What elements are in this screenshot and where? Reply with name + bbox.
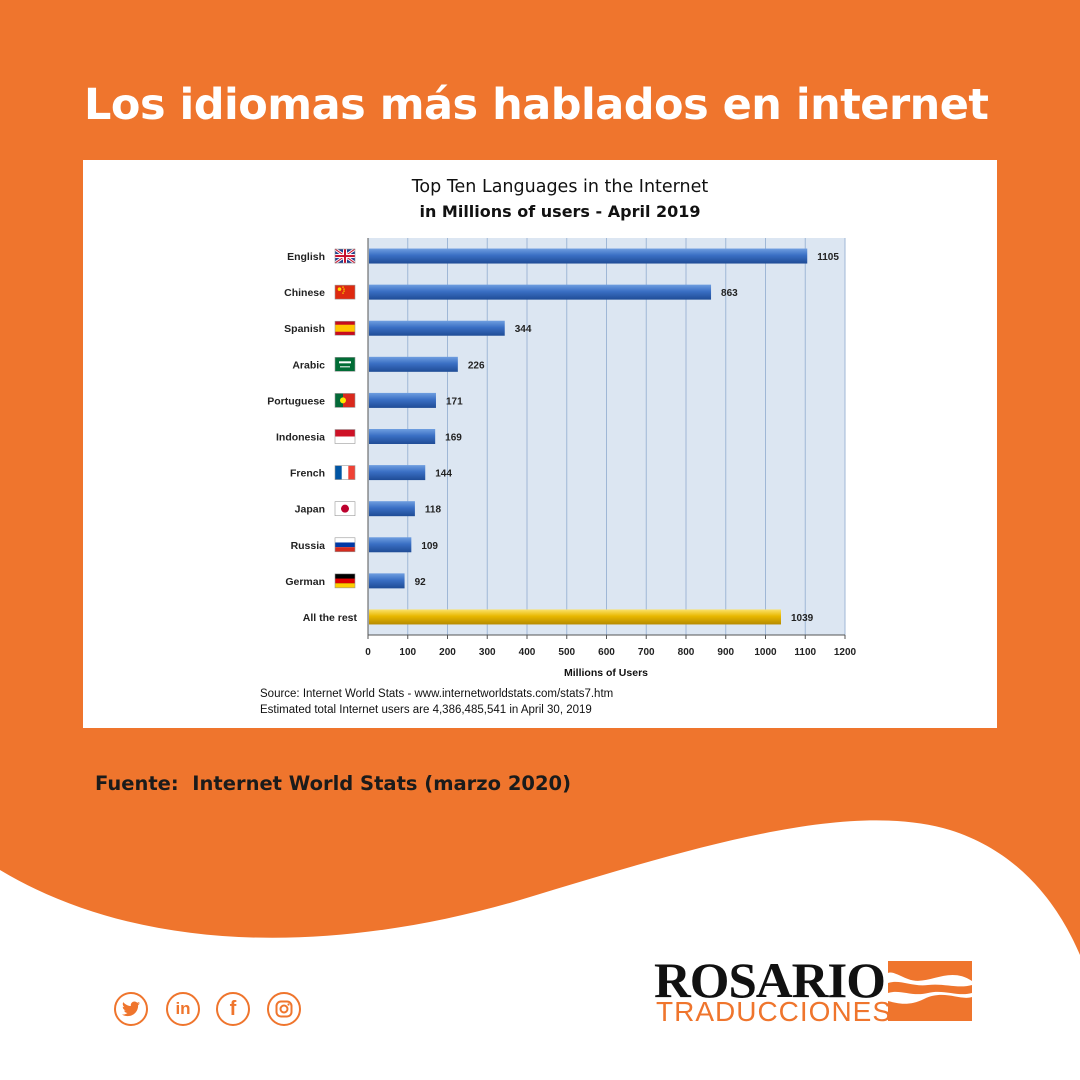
x-tick-label: 1000	[754, 647, 777, 658]
data-label: 171	[446, 396, 463, 407]
category-label: Indonesia	[276, 432, 325, 444]
category-label: French	[290, 468, 325, 480]
uk-flag-icon	[334, 247, 356, 265]
x-tick-label: 700	[638, 647, 655, 658]
data-label: 118	[425, 505, 442, 516]
x-tick-label: 500	[558, 647, 575, 658]
spain-flag-icon	[334, 320, 356, 336]
category-label: Japan	[295, 504, 325, 516]
bar	[369, 573, 405, 589]
indonesia-flag-icon	[334, 429, 356, 444]
x-tick-label: 900	[717, 647, 734, 658]
linkedin-icon[interactable]: in	[166, 992, 200, 1026]
facebook-icon[interactable]: f	[216, 992, 250, 1026]
bar	[369, 320, 505, 336]
total-users-note: Estimated total Internet users are 4,386…	[260, 704, 592, 716]
x-tick-label: 800	[678, 647, 695, 658]
page-headline: Los idiomas más hablados en internet	[84, 80, 989, 130]
x-tick-label: 400	[519, 647, 536, 658]
facebook-label: f	[229, 997, 237, 1020]
chart-card: Top Ten Languages in the Internet in Mil…	[83, 160, 997, 728]
bar	[369, 537, 412, 553]
category-label: Portuguese	[267, 395, 325, 407]
category-label: Chinese	[284, 287, 325, 299]
bar	[369, 248, 808, 264]
x-tick-label: 200	[439, 647, 456, 658]
x-tick-label: 0	[365, 647, 371, 658]
x-axis-label: Millions of Users	[564, 667, 648, 679]
source-note: Source: Internet World Stats - www.inter…	[260, 688, 613, 700]
category-label: All the rest	[303, 612, 358, 624]
data-label: 1039	[791, 613, 814, 624]
bar	[369, 284, 712, 300]
brand-name: ROSARIO	[654, 952, 886, 1008]
x-tick-label: 100	[399, 647, 416, 658]
france-flag-icon	[334, 465, 356, 480]
data-label: 144	[435, 469, 452, 480]
brand-logo-mark	[888, 961, 972, 1021]
data-label: 344	[515, 324, 532, 335]
data-label: 226	[468, 360, 485, 371]
category-label: Russia	[291, 540, 326, 552]
instagram-icon[interactable]	[267, 992, 301, 1026]
source-caption: Fuente: Internet World Stats (marzo 2020…	[95, 772, 572, 795]
japan-flag-icon	[334, 501, 356, 516]
bar	[369, 501, 415, 517]
bar	[369, 356, 458, 372]
bar	[369, 609, 782, 625]
data-label: 169	[445, 433, 462, 444]
category-label: English	[287, 251, 325, 263]
saudi-arabia-flag-icon	[334, 357, 356, 372]
bar	[369, 392, 436, 408]
brand-tagline: TRADUCCIONES	[656, 996, 893, 1027]
bar-chart: Top Ten Languages in the Internet in Mil…	[260, 177, 857, 716]
data-label: 92	[415, 577, 427, 588]
category-label: Spanish	[284, 323, 325, 335]
chart-subtitle: in Millions of users - April 2019	[419, 202, 700, 221]
chart-title: Top Ten Languages in the Internet	[411, 177, 709, 197]
x-tick-label: 300	[479, 647, 496, 658]
germany-flag-icon	[334, 573, 356, 589]
category-label: Arabic	[292, 359, 325, 371]
bar	[369, 429, 436, 444]
china-flag-icon	[334, 284, 356, 300]
category-label: German	[285, 576, 325, 588]
data-label: 1105	[817, 252, 839, 263]
portugal-flag-icon	[334, 393, 356, 408]
russia-flag-icon	[334, 537, 356, 553]
x-tick-label: 1200	[834, 647, 857, 658]
data-label: 863	[721, 288, 738, 299]
x-tick-label: 1100	[794, 647, 816, 658]
bar	[369, 465, 426, 481]
twitter-icon[interactable]	[114, 992, 148, 1026]
linkedin-label: in	[175, 999, 191, 1018]
x-tick-label: 600	[598, 647, 615, 658]
data-label: 109	[421, 541, 438, 552]
